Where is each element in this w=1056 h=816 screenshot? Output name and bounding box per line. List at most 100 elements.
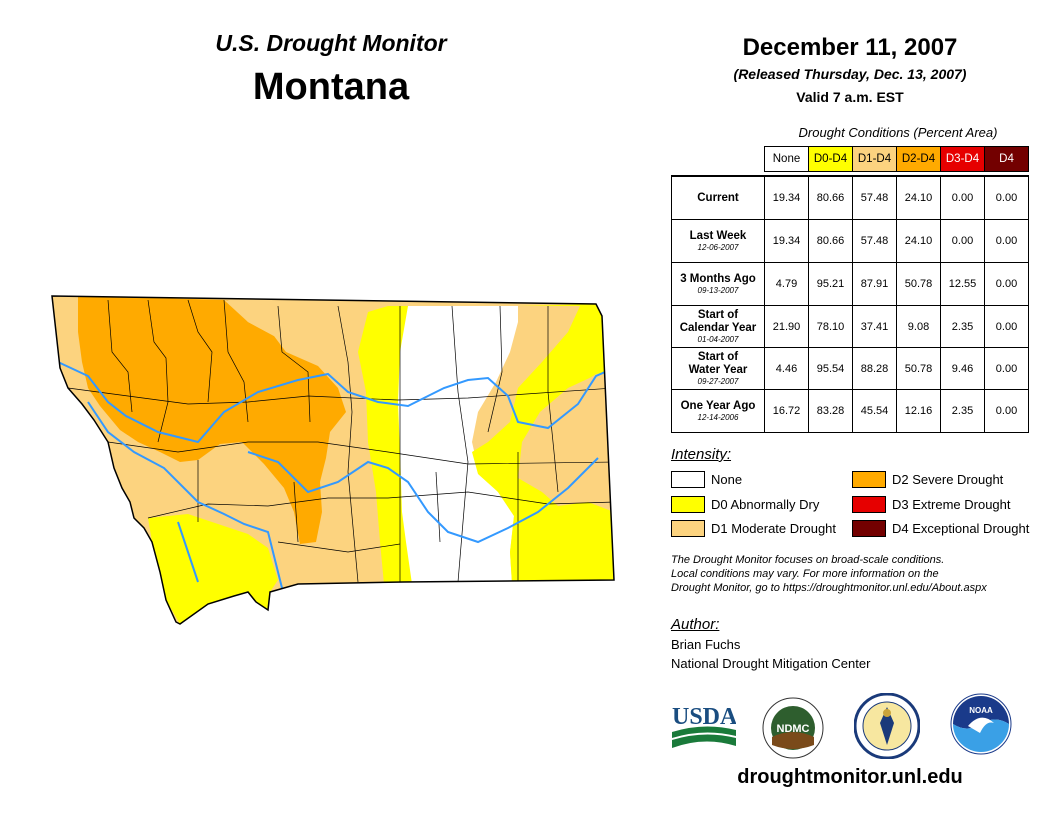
d0-west-band xyxy=(358,306,412,584)
table-cell: 80.66 xyxy=(808,175,853,220)
legend-label: D1 Moderate Drought xyxy=(711,520,837,536)
state-title: Montana xyxy=(252,66,410,108)
drought-map xyxy=(48,292,618,632)
author-org: National Drought Mitigation Center xyxy=(671,656,871,671)
row-label: One Year Ago 12-14-2006 xyxy=(671,389,765,433)
legend-label: D0 Abnormally Dry xyxy=(711,496,820,512)
legend-label: None xyxy=(711,471,743,487)
state-outline xyxy=(51,295,615,625)
legend-label: D3 Extreme Drought xyxy=(892,496,1011,512)
col-header-d2-d4: D2-D4 xyxy=(896,146,941,172)
table-cell: 88.28 xyxy=(852,347,897,390)
commerce-seal-logo xyxy=(853,692,921,760)
disclaimer-note: The Drought Monitor focuses on broad-sca… xyxy=(671,554,987,594)
table-cell: 87.91 xyxy=(852,262,897,306)
legend-swatch xyxy=(852,519,886,537)
drought-conditions-table: None D0-D4 D1-D4 D2-D4 D3-D4 D4 Current … xyxy=(671,146,1029,433)
row-label: Current xyxy=(671,175,765,220)
table-cell: 0.00 xyxy=(984,175,1029,220)
table-cell: 78.10 xyxy=(808,305,853,348)
valid-time: Valid 7 a.m. EST xyxy=(796,89,904,105)
table-row: One Year Ago 12-14-2006 16.72 83.28 45.54… xyxy=(671,389,1029,433)
row-label: Start of Water Year 09-27-2007 xyxy=(671,347,765,390)
table-cell: 0.00 xyxy=(984,347,1029,390)
col-header-none: None xyxy=(764,146,809,172)
legend-label: D4 Exceptional Drought xyxy=(892,520,1030,536)
table-cell: 24.10 xyxy=(896,219,941,263)
row-label: Last Week 12-06-2007 xyxy=(671,219,765,263)
svg-text:USDA: USDA xyxy=(672,704,736,730)
table-cell: 12.55 xyxy=(940,262,985,306)
d2-northwest-area xyxy=(78,296,346,544)
table-cell: 2.35 xyxy=(940,389,985,433)
montana-map-svg xyxy=(51,295,615,625)
table-cell: 19.34 xyxy=(764,219,809,263)
table-cell: 19.34 xyxy=(764,175,809,220)
table-cell: 50.78 xyxy=(896,262,941,306)
d1-notch xyxy=(224,300,286,336)
legend-item-d4: D4 Exceptional Drought xyxy=(852,519,1029,537)
col-header-d1-d4: D1-D4 xyxy=(852,146,897,172)
row-label: 3 Months Ago 09-13-2007 xyxy=(671,262,765,306)
table-row: 3 Months Ago 09-13-2007 4.79 95.21 87.91 … xyxy=(671,262,1029,306)
legend-item-d1: D1 Moderate Drought xyxy=(671,519,836,537)
legend-item-d3: D3 Extreme Drought xyxy=(852,495,1011,513)
legend-swatch xyxy=(671,495,705,513)
table-row: Current 19.34 80.66 57.48 24.10 0.00 0.0… xyxy=(671,175,1029,220)
rivers xyxy=(57,361,614,597)
table-cell: 2.35 xyxy=(940,305,985,348)
ndmc-logo: NDMC xyxy=(762,697,824,759)
legend-item-d2: D2 Severe Drought xyxy=(852,470,1003,488)
table-cell: 95.21 xyxy=(808,262,853,306)
col-header-d4: D4 xyxy=(984,146,1029,172)
legend-title: Intensity: xyxy=(671,446,732,463)
legend-item-d0: D0 Abnormally Dry xyxy=(671,495,819,513)
d0-east-area xyxy=(472,304,614,584)
table-caption: Drought Conditions (Percent Area) xyxy=(798,125,998,140)
table-cell: 57.48 xyxy=(852,175,897,220)
svg-text:NOAA: NOAA xyxy=(969,706,993,715)
table-corner xyxy=(672,147,765,172)
author-name: Brian Fuchs xyxy=(671,637,741,652)
row-label: Start of Calendar Year 01-04-2007 xyxy=(671,305,765,348)
release-date: (Released Thursday, Dec. 13, 2007) xyxy=(733,66,967,82)
legend-item-none: None xyxy=(671,470,742,488)
table-row: Start of Water Year 09-27-2007 4.46 95.54 … xyxy=(671,347,1029,390)
table-cell: 80.66 xyxy=(808,219,853,263)
table-cell: 9.46 xyxy=(940,347,985,390)
usda-logo: USDA xyxy=(672,700,738,750)
table-row: Start of Calendar Year 01-04-2007 21.90 78… xyxy=(671,305,1029,348)
map-date: December 11, 2007 xyxy=(742,34,958,61)
table-cell: 21.90 xyxy=(764,305,809,348)
col-header-d0-d4: D0-D4 xyxy=(808,146,853,172)
table-row: Last Week 12-06-2007 19.34 80.66 57.48 24… xyxy=(671,219,1029,263)
table-cell: 95.54 xyxy=(808,347,853,390)
table-cell: 37.41 xyxy=(852,305,897,348)
website-url: droughtmonitor.unl.edu xyxy=(737,766,963,788)
noaa-logo: NOAA xyxy=(950,693,1012,755)
table-header-row: None D0-D4 D1-D4 D2-D4 D3-D4 D4 xyxy=(672,146,1029,172)
table-cell: 4.46 xyxy=(764,347,809,390)
table-cell: 45.54 xyxy=(852,389,897,433)
table-cell: 0.00 xyxy=(984,262,1029,306)
table-cell: 57.48 xyxy=(852,219,897,263)
map-subtitle: U.S. Drought Monitor xyxy=(215,30,447,56)
table-cell: 83.28 xyxy=(808,389,853,433)
table-cell: 12.16 xyxy=(896,389,941,433)
legend-swatch xyxy=(852,470,886,488)
table-cell: 50.78 xyxy=(896,347,941,390)
legend-swatch xyxy=(852,495,886,513)
table-cell: 4.79 xyxy=(764,262,809,306)
table-cell: 9.08 xyxy=(896,305,941,348)
table-cell: 0.00 xyxy=(984,389,1029,433)
table-cell: 0.00 xyxy=(940,175,985,220)
table-cell: 0.00 xyxy=(940,219,985,263)
legend-label: D2 Severe Drought xyxy=(892,471,1004,487)
legend-swatch xyxy=(671,519,705,537)
table-cell: 0.00 xyxy=(984,219,1029,263)
table-cell: 24.10 xyxy=(896,175,941,220)
author-title: Author: xyxy=(671,616,720,633)
col-header-d3-d4: D3-D4 xyxy=(940,146,985,172)
d0-southwest-area xyxy=(148,514,278,624)
table-cell: 0.00 xyxy=(984,305,1029,348)
